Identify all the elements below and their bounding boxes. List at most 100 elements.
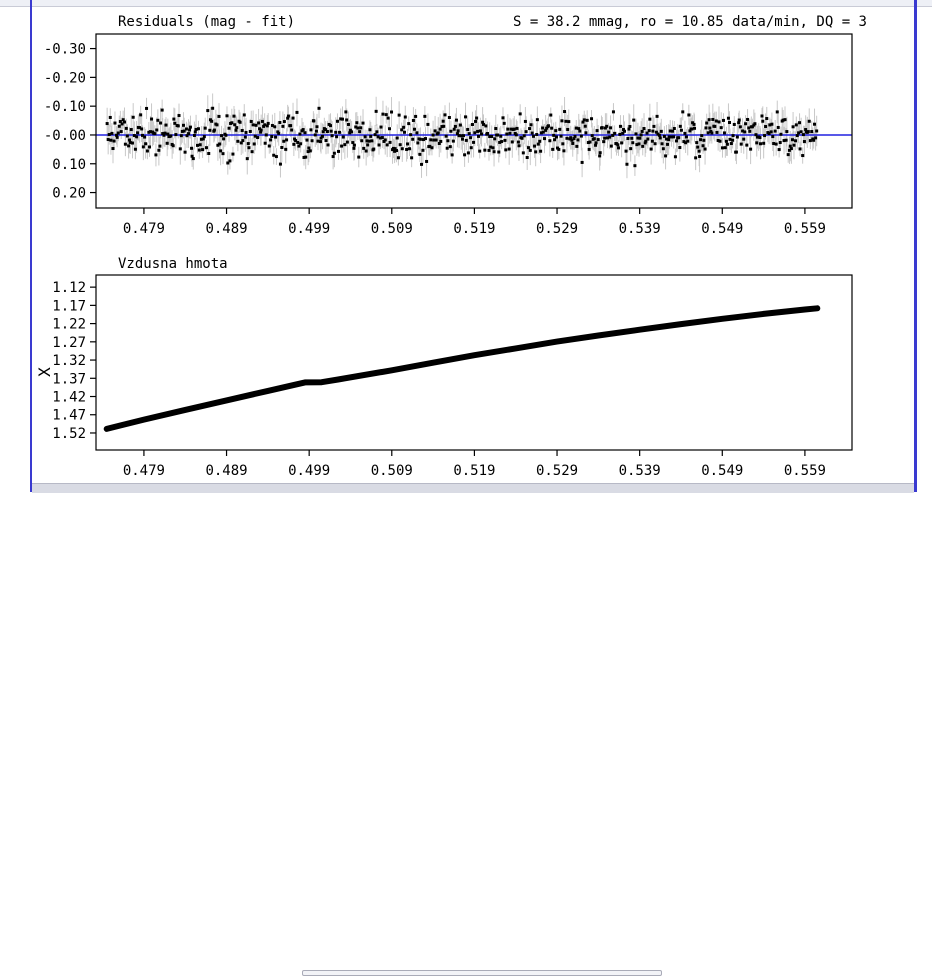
residual-point — [234, 128, 238, 132]
residual-point — [578, 129, 582, 133]
residual-point — [282, 139, 286, 143]
residual-point — [263, 123, 267, 127]
airmass-series-line — [103, 305, 821, 432]
residual-point — [517, 144, 521, 148]
residual-point — [269, 138, 273, 142]
residuals-y-tick-label: -0.10 — [44, 99, 86, 115]
residual-point — [645, 131, 649, 135]
residual-point — [466, 151, 470, 155]
residual-point — [734, 150, 738, 154]
residual-point — [437, 141, 441, 145]
residual-point — [659, 129, 663, 133]
residual-point — [729, 142, 733, 146]
airmass-x-tick-label: 0.479 — [123, 463, 165, 479]
residual-point — [352, 143, 356, 147]
residual-point — [621, 131, 625, 135]
residual-point — [407, 122, 411, 126]
residual-point — [270, 123, 274, 127]
residual-point — [786, 153, 790, 157]
residual-point — [483, 148, 487, 152]
residual-point — [297, 144, 301, 148]
residuals-y-tick-label: 0.20 — [52, 186, 86, 202]
airmass-y-tick-label: 1.32 — [52, 353, 86, 369]
residual-point — [449, 129, 453, 133]
residual-point — [181, 123, 185, 127]
residual-point — [125, 134, 129, 138]
residual-point — [636, 136, 640, 140]
residual-point — [790, 138, 794, 142]
residual-point — [145, 106, 149, 110]
residual-point — [235, 126, 239, 130]
residual-point — [598, 154, 602, 158]
residual-point — [722, 131, 726, 135]
residual-point — [403, 115, 407, 119]
residual-point — [538, 139, 542, 143]
residual-point — [340, 117, 344, 121]
residual-point — [426, 122, 430, 126]
residual-point — [801, 154, 805, 158]
residual-point — [474, 119, 478, 123]
residual-point — [797, 131, 801, 135]
residual-point — [340, 144, 344, 148]
residual-point — [530, 131, 534, 135]
residual-point — [199, 137, 203, 141]
residual-point — [721, 118, 725, 122]
residual-point — [523, 119, 527, 123]
airmass-y-tick-label: 1.47 — [52, 408, 86, 424]
residual-point — [316, 139, 320, 143]
residual-point — [384, 113, 388, 117]
residual-point — [212, 128, 216, 132]
residual-point — [546, 124, 550, 128]
residual-point — [628, 124, 632, 128]
residual-point — [415, 131, 419, 135]
residual-point — [263, 141, 267, 145]
residual-point — [512, 127, 516, 131]
residual-point — [337, 149, 341, 153]
scrollbar-thumb[interactable] — [302, 970, 662, 976]
residual-point — [782, 139, 786, 143]
residual-point — [731, 138, 735, 142]
residual-point — [224, 133, 228, 137]
residual-point — [250, 150, 254, 154]
residual-point — [240, 129, 244, 133]
residual-point — [814, 136, 818, 140]
residual-point — [657, 133, 661, 137]
residual-point — [286, 116, 290, 120]
residual-point — [115, 135, 119, 139]
residual-point — [158, 144, 162, 148]
residual-point — [391, 146, 395, 150]
residual-point — [799, 130, 803, 134]
airmass-x-tick-label: 0.549 — [701, 463, 743, 479]
residual-point — [192, 133, 196, 137]
residual-point — [257, 121, 261, 125]
residual-point — [551, 147, 555, 151]
residual-point — [487, 148, 491, 152]
residual-point — [245, 157, 249, 161]
residual-point — [344, 110, 348, 114]
residual-point — [694, 156, 698, 160]
residual-point — [742, 137, 746, 141]
residual-point — [567, 120, 571, 124]
residual-point — [278, 121, 282, 125]
residual-point — [531, 134, 535, 138]
residual-point — [379, 125, 383, 129]
residual-point — [309, 128, 313, 132]
residual-point — [174, 133, 178, 137]
residual-point — [783, 118, 787, 122]
residual-point — [647, 129, 651, 133]
residual-point — [169, 134, 173, 138]
residual-point — [162, 133, 166, 137]
residual-point — [753, 122, 757, 126]
residual-point — [291, 116, 295, 120]
residual-point — [156, 118, 160, 122]
residual-point — [639, 133, 643, 137]
residual-point — [642, 127, 646, 131]
residual-point — [600, 126, 604, 130]
residual-point — [165, 141, 169, 145]
residual-point — [466, 127, 470, 131]
residual-point — [304, 155, 308, 159]
residual-point — [393, 149, 397, 153]
residual-point — [598, 151, 602, 155]
residual-point — [507, 147, 511, 151]
